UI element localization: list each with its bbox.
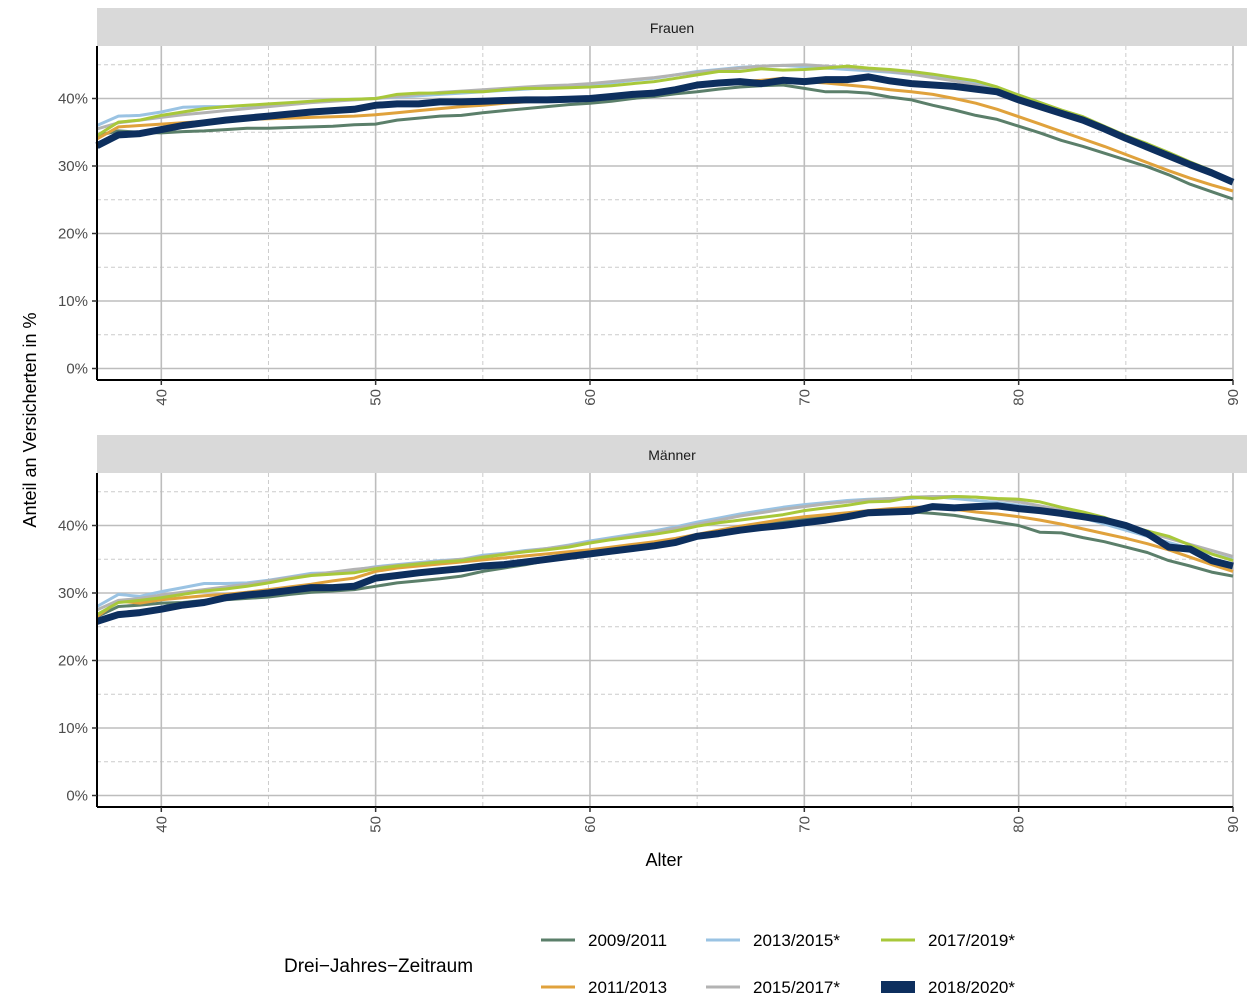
y-tick-label: 0%: [66, 788, 88, 805]
series-line-2017-2019-: [96, 495, 1234, 616]
series-line-2011-2013: [96, 505, 1234, 618]
series-line-2018-2020-: [95, 502, 1234, 625]
legend-label: 2011/2013: [588, 978, 667, 997]
series-lines: [95, 495, 1234, 625]
legend: Drei−Jahres−Zeitraum 2009/2011 2011/2013 2…: [284, 931, 1015, 997]
x-tick-label: 70: [796, 816, 813, 833]
panel-1: Männer 0% 10% 20% 30% 40% 40 50 60 70 80 90: [58, 435, 1247, 833]
legend-item-2013-2015-: 2013/2015*: [706, 931, 840, 950]
legend-item-2011-2013: 2011/2013: [541, 978, 667, 997]
legend-label: 2018/2020*: [928, 978, 1015, 997]
legend-label: 2013/2015*: [753, 931, 840, 950]
legend-title: Drei−Jahres−Zeitraum: [284, 956, 473, 977]
y-tick-label: 10%: [58, 293, 88, 310]
minor-grid: [97, 473, 1233, 807]
x-axis-title: Alter: [645, 850, 682, 870]
x-tick-label: 50: [368, 389, 385, 406]
x-tick-label: 60: [582, 389, 599, 406]
x-tick-label: 40: [153, 816, 170, 833]
y-tick-label: 20%: [58, 653, 88, 670]
panel-title: Männer: [648, 447, 696, 463]
legend-item-2018-2020-: 2018/2020*: [881, 978, 1015, 997]
panels: Frauen 0% 10% 20% 30% 40% 40 50 60 70 80 90 Männer 0%…: [58, 8, 1247, 833]
legend-label: 2009/2011: [588, 931, 667, 950]
x-tick-label: 70: [796, 389, 813, 406]
series-line-2017-2019-: [96, 64, 1234, 183]
panel-strip: [97, 8, 1247, 46]
y-tick-label: 0%: [66, 361, 88, 378]
y-tick-label: 40%: [58, 518, 88, 535]
panel-strip: [97, 435, 1247, 473]
y-tick-label: 30%: [58, 158, 88, 175]
major-grid: [97, 473, 1234, 807]
x-tick-label: 80: [1011, 816, 1028, 833]
legend-item-2017-2019-: 2017/2019*: [881, 931, 1015, 950]
x-tick-label: 60: [582, 816, 599, 833]
y-tick-label: 10%: [58, 720, 88, 737]
x-tick-label: 40: [153, 389, 170, 406]
y-tick-label: 20%: [58, 226, 88, 243]
series-line-2009-2011: [96, 83, 1234, 201]
panel-0: Frauen 0% 10% 20% 30% 40% 40 50 60 70 80 90: [58, 8, 1247, 406]
x-tick-label: 90: [1225, 389, 1242, 406]
legend-key: [881, 981, 915, 993]
x-tick-label: 50: [368, 816, 385, 833]
legend-item-2009-2011: 2009/2011: [541, 931, 667, 950]
legend-item-2015-2017-: 2015/2017*: [706, 978, 840, 997]
series-lines: [95, 63, 1235, 201]
x-tick-label: 80: [1011, 389, 1028, 406]
legend-label: 2017/2019*: [928, 931, 1015, 950]
panel-title: Frauen: [650, 20, 694, 36]
y-axis-title: Anteil an Versicherten in %: [20, 312, 40, 527]
series-line-2018-2020-: [95, 73, 1235, 186]
legend-label: 2015/2017*: [753, 978, 840, 997]
x-tick-label: 90: [1225, 816, 1242, 833]
y-tick-label: 40%: [58, 91, 88, 108]
minor-grid: [97, 46, 1233, 380]
y-tick-label: 30%: [58, 585, 88, 602]
